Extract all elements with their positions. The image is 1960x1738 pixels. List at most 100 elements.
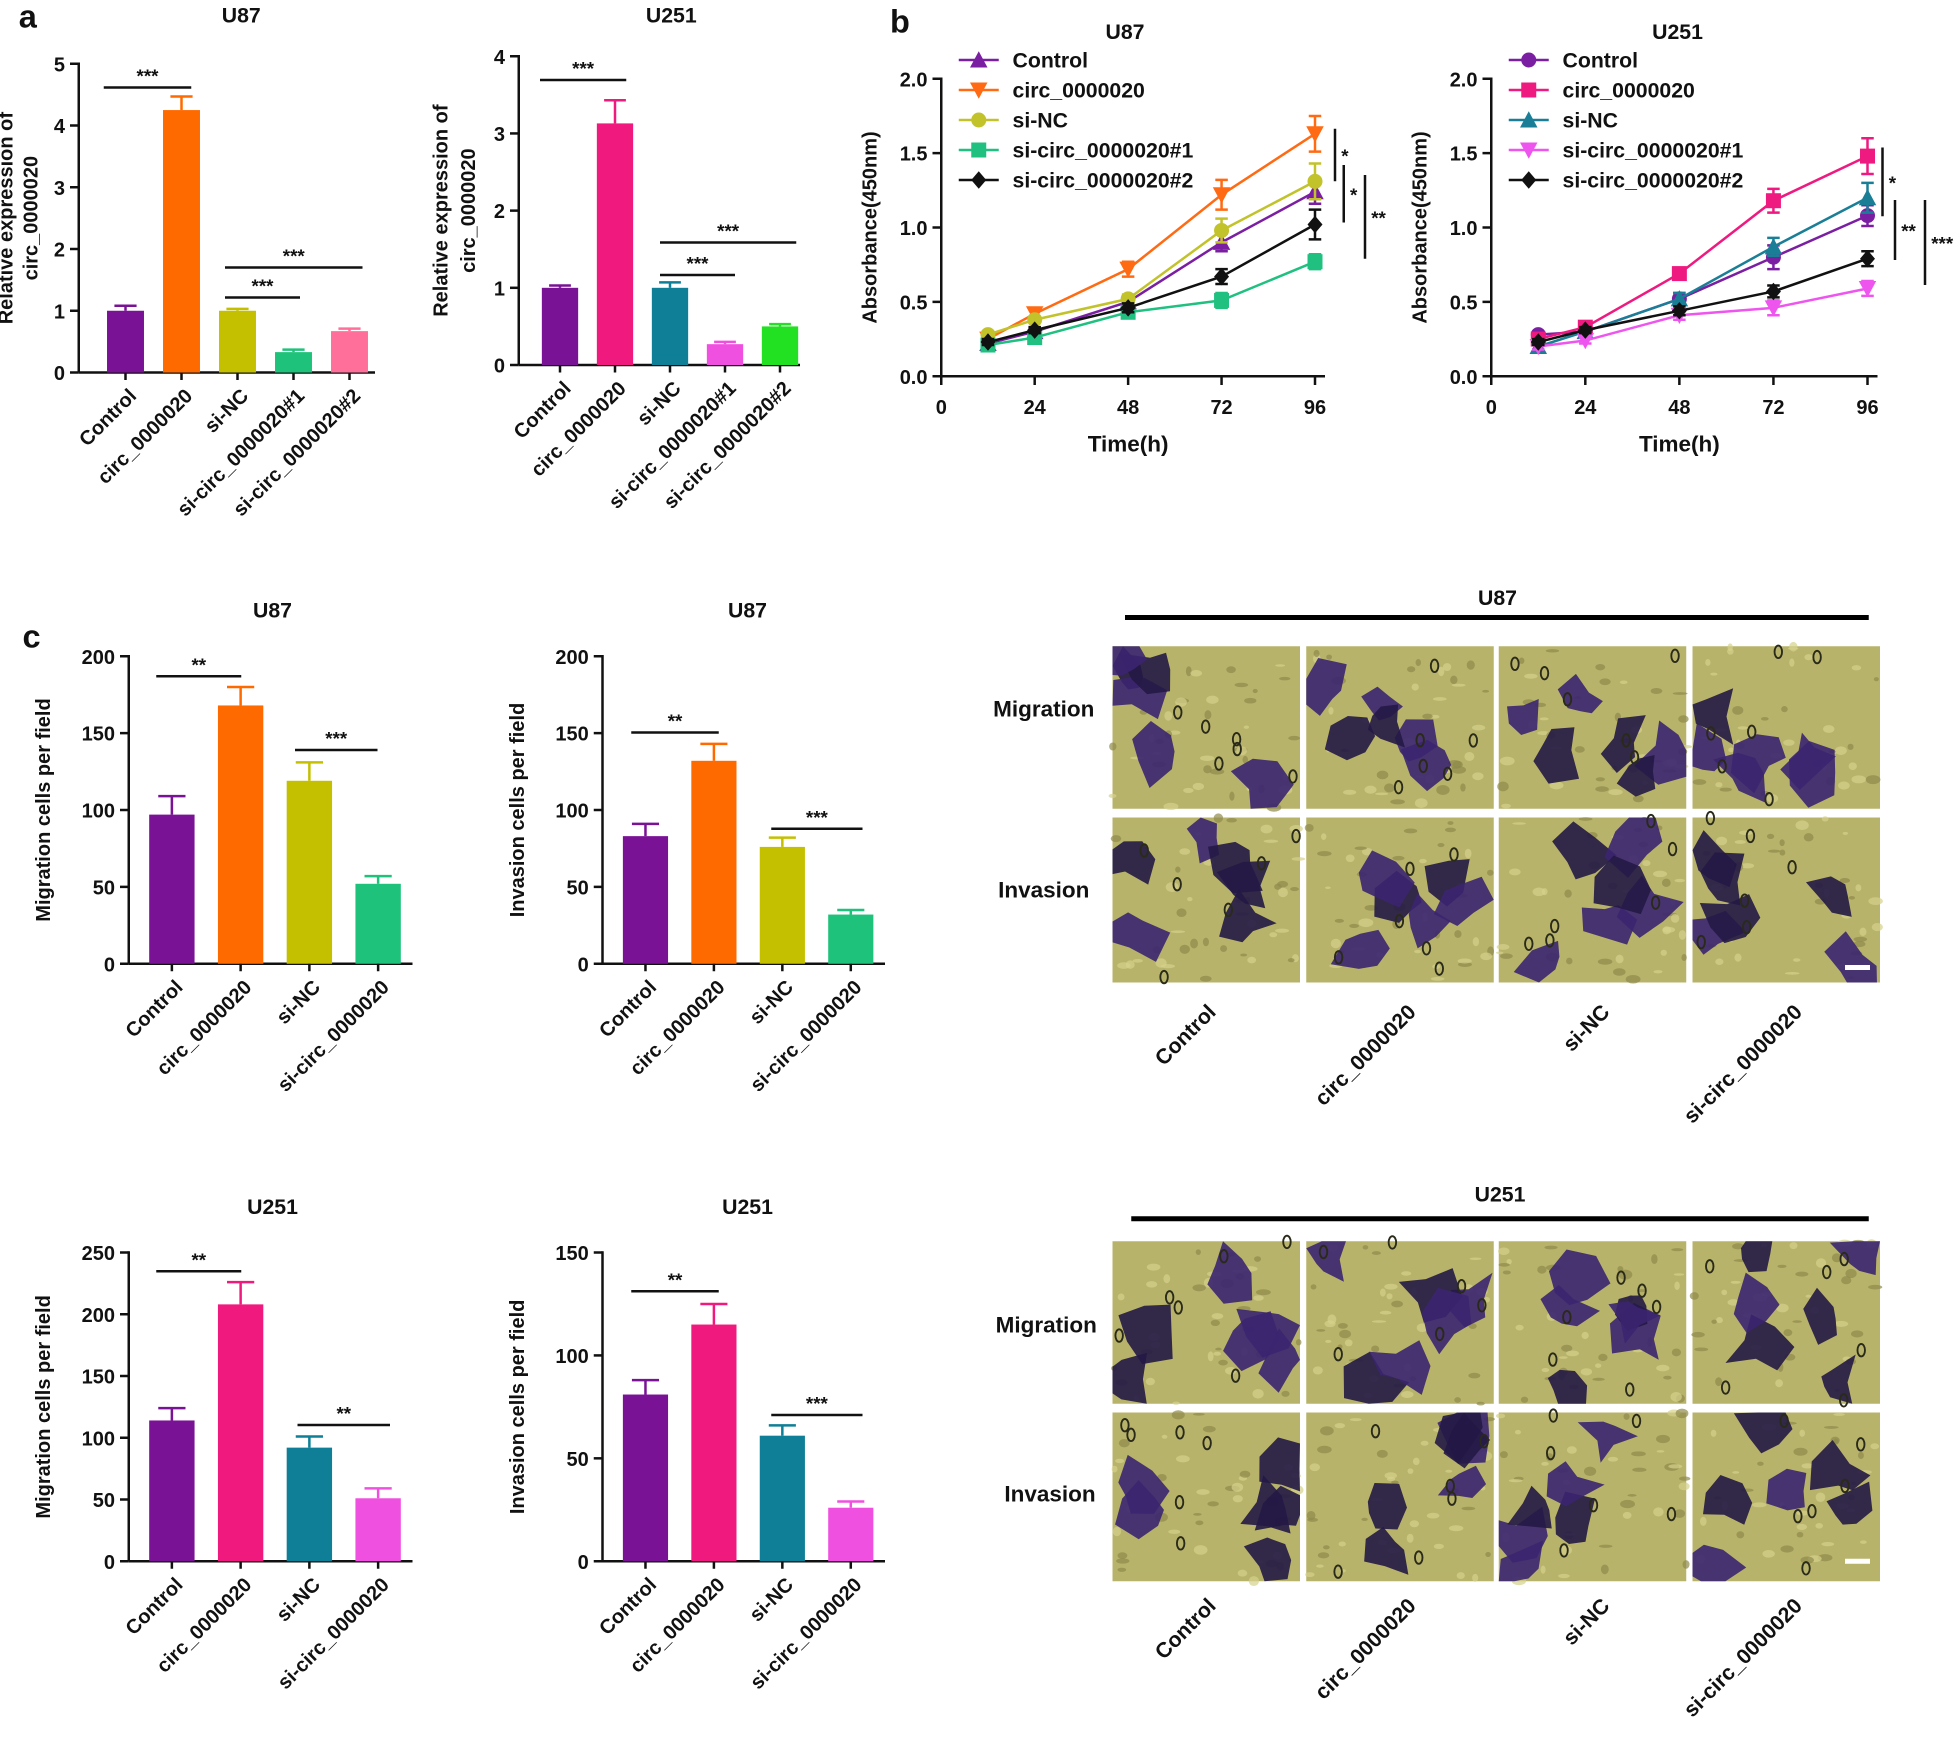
y-tick-label: 4: [54, 116, 66, 138]
x-axis-label: Time(h): [1088, 431, 1169, 456]
texture: [1171, 1410, 1185, 1420]
pore: [1415, 733, 1425, 748]
row-label: Invasion: [998, 878, 1089, 903]
texture: [1447, 821, 1454, 825]
texture: [1673, 1273, 1685, 1276]
pore: [1510, 656, 1520, 671]
texture: [1520, 1396, 1529, 1403]
x-tick-label: circ_0000020: [527, 378, 631, 482]
texture: [1338, 1541, 1346, 1547]
y-tick-label: 3: [54, 178, 65, 200]
texture: [1239, 1470, 1251, 1478]
pore: [1588, 1498, 1599, 1513]
x-tick-label: si-NC: [745, 976, 797, 1028]
chart-title: U87: [1106, 20, 1145, 44]
texture: [1613, 968, 1626, 976]
legend-marker: [970, 82, 988, 99]
stained-cell: [1803, 1287, 1837, 1345]
y-tick-label: 150: [555, 724, 588, 746]
texture: [1651, 1254, 1658, 1265]
texture: [1574, 746, 1585, 753]
pore: [1405, 861, 1415, 876]
texture: [1320, 1426, 1334, 1436]
pore: [1773, 644, 1783, 660]
texture: [1187, 897, 1193, 902]
point: [1860, 249, 1875, 268]
y-tick-label: 0: [578, 1552, 589, 1574]
texture: [1868, 897, 1883, 906]
stained-cell: [1533, 727, 1580, 784]
texture: [1289, 824, 1303, 833]
pore: [1442, 766, 1453, 781]
stained-cell: [1437, 1465, 1487, 1498]
pore: [1545, 1445, 1556, 1461]
bar: [355, 1498, 401, 1562]
pore: [1159, 969, 1169, 985]
texture: [1185, 666, 1192, 677]
texture: [1518, 657, 1525, 664]
texture: [1699, 1516, 1707, 1526]
pore: [1282, 1234, 1292, 1250]
stained-cell: [1112, 841, 1156, 885]
texture: [1451, 766, 1467, 774]
texture: [1231, 1482, 1244, 1492]
texture: [1506, 1258, 1512, 1265]
texture: [1661, 878, 1671, 888]
texture: [1487, 869, 1494, 876]
point: [1306, 126, 1324, 143]
stained-cell: [1540, 1285, 1600, 1327]
texture: [1409, 1520, 1419, 1528]
pore: [1214, 756, 1224, 771]
pore: [1666, 1506, 1677, 1522]
texture: [1653, 970, 1663, 974]
texture: [1595, 786, 1609, 792]
pore: [1468, 733, 1479, 748]
texture: [1278, 676, 1291, 681]
y-tick-label: 100: [555, 801, 588, 823]
texture: [1545, 649, 1560, 653]
texture: [1316, 1564, 1324, 1568]
micrograph: [1692, 1412, 1880, 1582]
pore: [1223, 902, 1234, 918]
column-label: si-circ_0000020: [1679, 1594, 1807, 1722]
stained-cell: [1552, 821, 1617, 880]
y-tick-label: 50: [567, 877, 589, 899]
stained-cell: [1367, 704, 1405, 748]
texture: [1558, 1356, 1568, 1359]
legend-label: circ_0000020: [1013, 79, 1145, 103]
texture: [1789, 658, 1795, 667]
texture: [1118, 1439, 1130, 1448]
row-label: Migration: [993, 696, 1094, 721]
panel-title: U87: [1478, 586, 1517, 610]
texture: [1392, 855, 1405, 861]
texture: [1678, 1476, 1691, 1481]
texture: [1632, 795, 1644, 803]
texture: [1823, 1425, 1839, 1429]
texture: [1364, 904, 1378, 911]
bar: [651, 287, 689, 365]
texture: [1671, 1248, 1684, 1252]
texture: [1179, 944, 1190, 954]
texture: [1444, 827, 1456, 833]
texture: [1719, 787, 1732, 792]
texture: [1454, 930, 1462, 938]
stained-cell: [1112, 912, 1171, 962]
texture: [1204, 710, 1212, 720]
texture: [1871, 923, 1883, 932]
texture: [1386, 1293, 1393, 1300]
pore: [1650, 895, 1661, 910]
texture: [1632, 1467, 1647, 1472]
pore: [1717, 759, 1727, 774]
texture: [1371, 1345, 1380, 1353]
texture: [1168, 1529, 1181, 1534]
texture: [1450, 675, 1458, 685]
texture: [1775, 1379, 1783, 1388]
texture: [1833, 1413, 1846, 1416]
pore: [1164, 1290, 1175, 1305]
texture: [1163, 1274, 1171, 1284]
texture: [1456, 1572, 1465, 1579]
texture: [1132, 958, 1143, 963]
bar: [828, 1507, 874, 1562]
texture: [1146, 1263, 1161, 1271]
bar: [286, 1447, 333, 1562]
